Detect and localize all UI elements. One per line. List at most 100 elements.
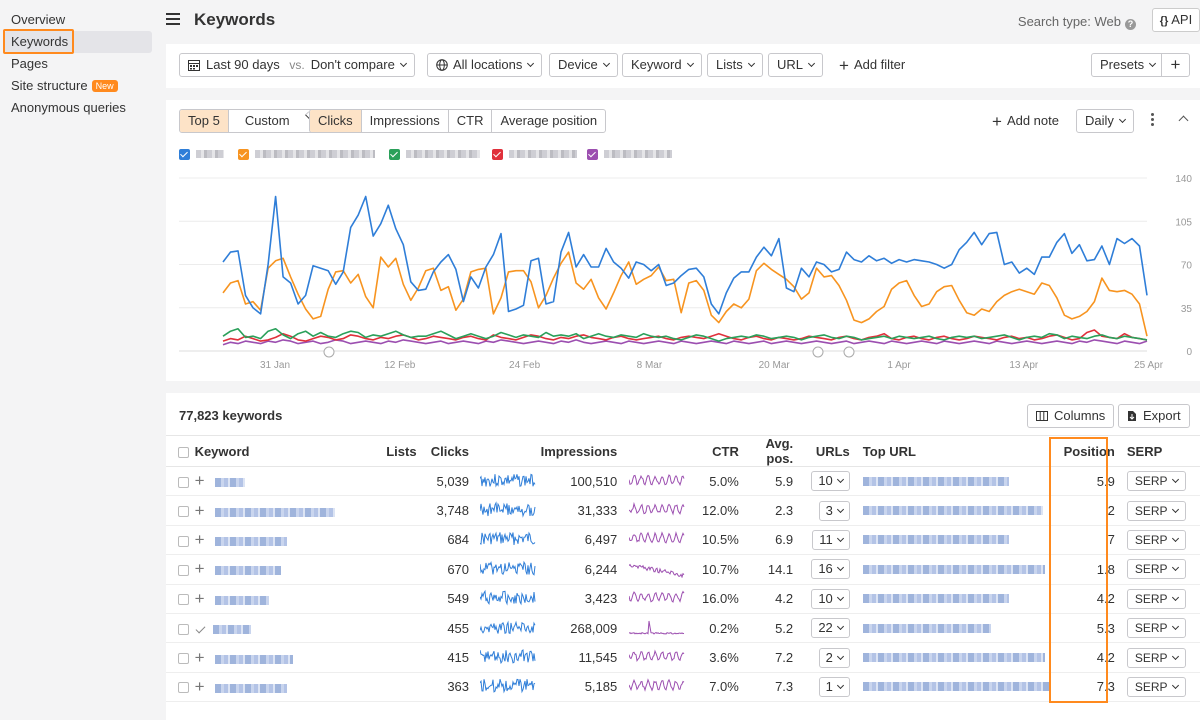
col-top-url[interactable]: Top URL xyxy=(856,435,1064,467)
legend-item[interactable] xyxy=(587,147,672,161)
keyword-link[interactable] xyxy=(212,624,251,634)
tab-clicks[interactable]: Clicks xyxy=(310,110,361,132)
add-to-list-icon[interactable]: + xyxy=(194,647,205,667)
row-checkbox[interactable] xyxy=(178,564,190,576)
table-row[interactable]: +670 6,244 10.7% 14.1 16 1.8 SERP xyxy=(166,554,1200,585)
top-url-link[interactable] xyxy=(862,535,1009,545)
col-position[interactable]: Position xyxy=(1063,435,1121,467)
row-checkbox[interactable] xyxy=(178,476,190,488)
urls-dropdown[interactable]: 11 xyxy=(812,529,850,550)
device-dropdown[interactable]: Device xyxy=(549,53,618,77)
table-row[interactable]: +3,748 31,333 12.0% 2.3 3 2 SERP xyxy=(166,495,1200,526)
add-to-list-icon[interactable]: + xyxy=(194,529,205,549)
columns-button[interactable]: Columns xyxy=(1027,404,1115,428)
keyword-link[interactable] xyxy=(214,566,281,576)
sidebar-item-pages[interactable]: Pages xyxy=(4,53,152,75)
url-dropdown[interactable]: URL xyxy=(768,53,824,77)
top-url-link[interactable] xyxy=(862,476,1009,486)
check-icon[interactable] xyxy=(195,623,206,634)
urls-dropdown[interactable]: 16 xyxy=(811,559,850,580)
col-impressions[interactable]: Impressions xyxy=(540,435,626,467)
serp-button[interactable]: SERP xyxy=(1126,559,1186,580)
export-button[interactable]: Export xyxy=(1118,404,1190,428)
top-url-link[interactable] xyxy=(862,564,1045,574)
top-url-link[interactable] xyxy=(862,682,1049,692)
table-row[interactable]: +5,039 100,510 5.0% 5.9 10 5.9 SERP xyxy=(166,466,1200,497)
serp-button[interactable]: SERP xyxy=(1126,500,1186,521)
row-checkbox[interactable] xyxy=(178,506,190,518)
lists-dropdown[interactable]: Lists xyxy=(707,53,763,77)
col-keyword[interactable]: Keyword xyxy=(194,435,375,467)
add-to-list-icon[interactable]: + xyxy=(194,471,205,491)
table-row[interactable]: +684 6,497 10.5% 6.9 11 7 SERP xyxy=(166,525,1200,556)
serp-button[interactable]: SERP xyxy=(1126,647,1186,668)
tab-ctr[interactable]: CTR xyxy=(447,110,492,132)
top-url-link[interactable] xyxy=(862,506,1043,516)
sidebar-item-anonymous-queries[interactable]: Anonymous queries xyxy=(4,97,152,119)
serp-button[interactable]: SERP xyxy=(1126,676,1186,697)
table-row[interactable]: +549 3,423 16.0% 4.2 10 4.2 SERP xyxy=(166,584,1200,614)
serp-button[interactable]: SERP xyxy=(1126,529,1186,550)
collapse-icon[interactable] xyxy=(1178,115,1189,126)
row-checkbox[interactable] xyxy=(178,623,190,635)
tab-impressions[interactable]: Impressions xyxy=(360,110,448,132)
urls-dropdown[interactable]: 1 xyxy=(818,676,850,697)
serp-button[interactable]: SERP xyxy=(1126,588,1186,609)
add-to-list-icon[interactable]: + xyxy=(194,676,205,696)
urls-dropdown[interactable]: 3 xyxy=(818,500,850,521)
row-checkbox[interactable] xyxy=(178,682,190,694)
row-checkbox[interactable] xyxy=(178,653,190,665)
interval-dropdown[interactable]: Daily xyxy=(1076,109,1134,133)
top-url-link[interactable] xyxy=(862,594,1009,604)
date-range-dropdown[interactable]: Last 90 days vs. Don't compare xyxy=(179,53,415,77)
help-icon[interactable]: ? xyxy=(1125,19,1136,30)
col-ctr[interactable]: CTR xyxy=(694,435,745,467)
keyword-link[interactable] xyxy=(214,507,335,517)
presets-dropdown[interactable]: Presets xyxy=(1091,53,1162,77)
serp-button[interactable]: SERP xyxy=(1126,618,1186,639)
row-checkbox[interactable] xyxy=(178,594,190,606)
add-preset-button[interactable]: + xyxy=(1161,53,1190,77)
top5-toggle[interactable]: Top 5 xyxy=(180,110,228,132)
legend-item[interactable] xyxy=(492,147,577,161)
legend-item[interactable] xyxy=(179,147,224,161)
api-button[interactable]: {} API xyxy=(1152,8,1200,32)
keyword-link[interactable] xyxy=(214,478,245,488)
urls-dropdown[interactable]: 22 xyxy=(811,618,850,639)
more-options-icon[interactable] xyxy=(1151,113,1155,126)
serp-button[interactable]: SERP xyxy=(1126,471,1186,492)
table-row[interactable]: 455 268,009 0.2% 5.2 22 5.3 SERP xyxy=(166,613,1200,644)
add-to-list-icon[interactable]: + xyxy=(194,559,205,579)
legend-item[interactable] xyxy=(389,147,480,161)
urls-dropdown[interactable]: 10 xyxy=(811,588,850,609)
select-all-checkbox[interactable] xyxy=(178,446,190,458)
col-clicks[interactable]: Clicks xyxy=(424,435,472,467)
table-row[interactable]: +363 5,185 7.0% 7.3 1 7.3 SERP xyxy=(166,672,1200,703)
add-filter-button[interactable]: + Add filter xyxy=(830,53,915,77)
col-urls[interactable]: URLs xyxy=(799,435,857,467)
keyword-link[interactable] xyxy=(214,595,269,605)
keyword-link[interactable] xyxy=(214,536,287,546)
sidebar-item-overview[interactable]: Overview xyxy=(4,9,152,31)
locations-dropdown[interactable]: All locations xyxy=(427,53,543,77)
top-url-link[interactable] xyxy=(862,653,1045,663)
table-row[interactable]: +415 11,545 3.6% 7.2 2 4.2 SERP xyxy=(166,642,1200,673)
col-avg-pos[interactable]: Avg. pos. xyxy=(744,435,800,467)
top-url-link[interactable] xyxy=(862,623,991,633)
add-to-list-icon[interactable]: + xyxy=(194,588,205,608)
sidebar-item-site-structure[interactable]: Site structure New xyxy=(4,75,152,97)
col-serp[interactable]: SERP xyxy=(1120,435,1200,467)
row-checkbox[interactable] xyxy=(178,535,190,547)
legend-item[interactable] xyxy=(238,147,375,161)
custom-dropdown[interactable]: Custom xyxy=(227,110,330,132)
col-lists[interactable]: Lists xyxy=(374,435,425,467)
keyword-link[interactable] xyxy=(214,654,293,664)
add-note-button[interactable]: + Add note xyxy=(983,109,1068,133)
tab-average-position[interactable]: Average position xyxy=(491,110,605,132)
menu-icon[interactable] xyxy=(166,13,180,25)
keyword-link[interactable] xyxy=(214,683,287,693)
urls-dropdown[interactable]: 2 xyxy=(818,647,850,668)
sidebar-item-keywords[interactable]: Keywords xyxy=(4,31,152,53)
keyword-dropdown[interactable]: Keyword xyxy=(622,53,702,77)
add-to-list-icon[interactable]: + xyxy=(194,500,205,520)
